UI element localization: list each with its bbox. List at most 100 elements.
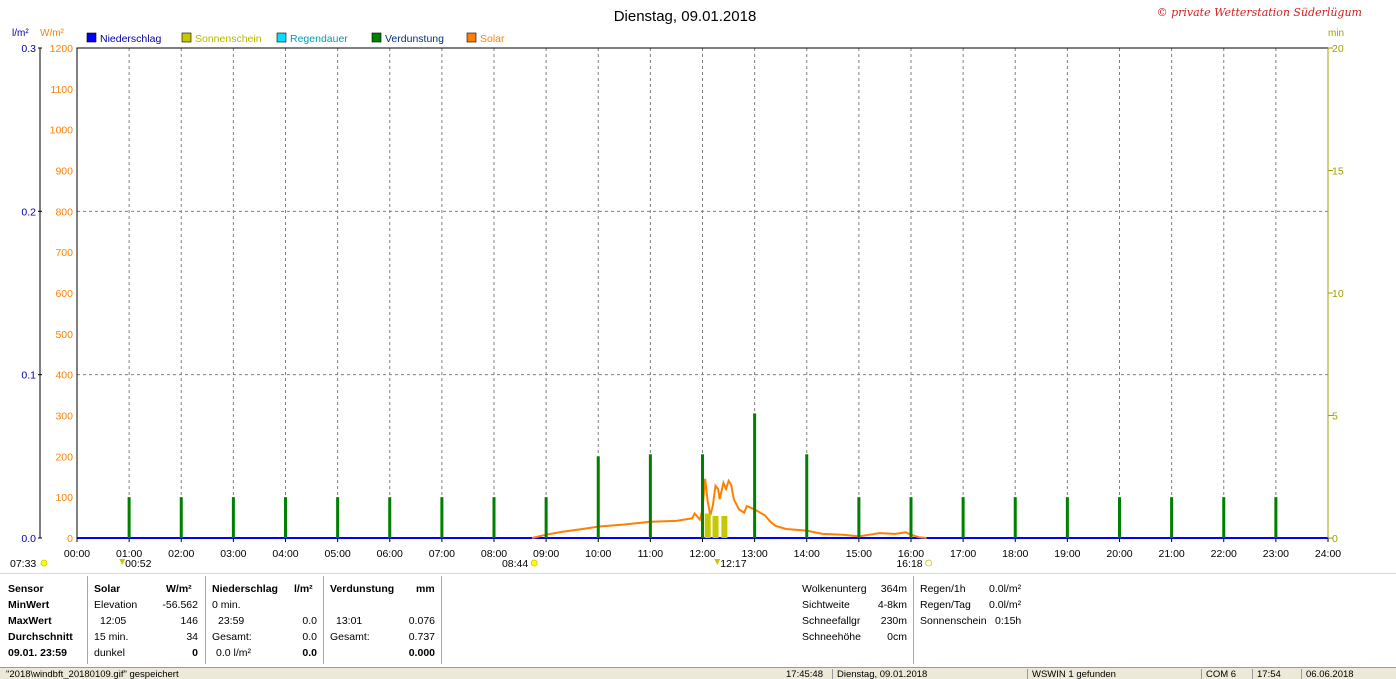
- series-line-solar: [531, 478, 927, 539]
- weather-chart: Dienstag, 09.01.2018 © private Wettersta…: [10, 6, 1362, 570]
- marker-label: 08:44: [502, 558, 528, 570]
- row-label-min: MinWert: [8, 599, 50, 611]
- status-date: Dienstag, 09.01.2018: [832, 669, 1027, 679]
- visibility-label: Sichtweite: [802, 599, 850, 611]
- status-clock: 17:54: [1252, 669, 1303, 679]
- rain-avg-value: 0.0: [302, 631, 317, 643]
- visibility-value: 4-8km: [877, 599, 907, 611]
- evap-max-label: 13:01: [336, 615, 363, 627]
- separator: [323, 576, 324, 664]
- tick-label-left-orange: 1100: [50, 84, 73, 96]
- solar-last-label: dunkel: [94, 647, 125, 659]
- rain-1h-value: 0.0l/m²: [989, 583, 1022, 595]
- tick-label-right: 0: [1332, 533, 1338, 545]
- copyright-label: © private Wetterstation Süderlügum: [1157, 6, 1362, 19]
- bar-verdunstung: [1222, 497, 1226, 538]
- rain-last-value: 0.0: [302, 647, 317, 659]
- tick-label-x: 08:00: [481, 548, 507, 560]
- bar-verdunstung: [388, 497, 392, 538]
- evap-max-value: 0.076: [408, 615, 435, 627]
- evap-avg-value: 0.737: [408, 631, 435, 643]
- sunshine-value: 0:15h: [995, 615, 1022, 627]
- row-label-sensor: Sensor: [8, 583, 44, 595]
- solar-unit: W/m²: [166, 583, 192, 595]
- marker-label: 12:17: [720, 558, 746, 570]
- bar-sonnenschein: [712, 515, 719, 538]
- separator: [87, 576, 88, 664]
- bar-verdunstung: [336, 497, 340, 538]
- tick-label-x: 22:00: [1211, 548, 1237, 560]
- legend-swatch: [466, 32, 477, 43]
- tick-label-left-orange: 800: [55, 206, 73, 218]
- tick-label-left-orange: 400: [55, 370, 73, 382]
- tick-label-x: 16:00: [898, 548, 924, 560]
- sun-marker: [925, 559, 933, 567]
- solar-header: Solar: [94, 583, 121, 595]
- legend-label: Sonnenschein: [195, 33, 262, 45]
- evap-header: Verdunstung: [330, 583, 395, 595]
- bar-verdunstung: [231, 497, 235, 538]
- bar-sonnenschein: [704, 513, 711, 538]
- tick-label-left-orange: 700: [55, 247, 73, 259]
- separator: [441, 576, 442, 664]
- tick-label-x: 10:00: [585, 548, 611, 560]
- extreme-marker: [119, 559, 126, 565]
- tick-label-right: 15: [1332, 166, 1344, 178]
- marker-label: 07:33: [10, 558, 36, 570]
- bar-verdunstung: [179, 497, 183, 538]
- solar-avg-value: 34: [186, 631, 198, 643]
- rain-avg-label: Gesamt:: [212, 631, 252, 643]
- row-label-last: 09.01. 23:59: [8, 647, 67, 659]
- cloudbase-value: 364m: [880, 583, 907, 595]
- rain-last-label: 0.0 l/m²: [216, 647, 252, 659]
- tick-label-left-orange: 1000: [50, 125, 74, 137]
- status-port: COM 6: [1201, 669, 1252, 679]
- tick-label-right: 5: [1332, 411, 1338, 423]
- tick-label-left-blue: 0.0: [21, 533, 36, 545]
- tick-label-left-blue: 0.1: [21, 370, 36, 382]
- tick-label-x: 17:00: [950, 548, 976, 560]
- tick-label-left-orange: 1200: [50, 43, 74, 55]
- tick-label-right: 20: [1332, 43, 1344, 55]
- snowline-label: Schneefallgr: [802, 615, 861, 627]
- tick-label-left-orange: 300: [55, 411, 73, 423]
- tick-label-x: 14:00: [794, 548, 820, 560]
- bar-verdunstung: [596, 456, 600, 538]
- legend-swatch: [276, 32, 287, 43]
- tick-label-x: 00:00: [64, 548, 90, 560]
- legend-label: Regendauer: [290, 33, 348, 45]
- bar-verdunstung: [544, 497, 548, 538]
- tick-label-x: 03:00: [220, 548, 246, 560]
- evap-last-value: 0.000: [408, 647, 435, 659]
- tick-label-left-blue: 0.3: [21, 43, 36, 55]
- unit-right: min: [1328, 28, 1344, 39]
- bar-verdunstung: [1013, 497, 1017, 538]
- tick-label-left-orange: 500: [55, 329, 73, 341]
- marker-label: 16:18: [896, 558, 922, 570]
- snowline-value: 230m: [880, 615, 907, 627]
- sun-marker: [530, 559, 538, 567]
- evap-avg-label: Gesamt:: [330, 631, 370, 643]
- tick-label-x: 01:00: [116, 548, 142, 560]
- bar-verdunstung: [1065, 497, 1069, 538]
- bar-verdunstung: [492, 497, 496, 538]
- tick-label-x: 21:00: [1158, 548, 1184, 560]
- bar-verdunstung: [440, 497, 444, 538]
- tick-label-x: 24:00: [1315, 548, 1341, 560]
- legend-label: Solar: [480, 33, 505, 45]
- tick-label-x: 18:00: [1002, 548, 1028, 560]
- rain-max-value: 0.0: [302, 615, 317, 627]
- evap-unit: mm: [416, 583, 435, 595]
- unit-left-orange: W/m²: [40, 28, 65, 39]
- tick-label-left-orange: 200: [55, 451, 73, 463]
- tick-label-x: 12:00: [689, 548, 715, 560]
- sun-marker: [40, 559, 48, 567]
- bar-verdunstung: [1170, 497, 1174, 538]
- rain-day-value: 0.0l/m²: [989, 599, 1022, 611]
- extreme-marker: [714, 559, 721, 565]
- tick-label-x: 13:00: [741, 548, 767, 560]
- status-message: "2018\windbft_20180109.gif" gespeichert: [6, 669, 179, 679]
- tick-label-x: 11:00: [638, 548, 664, 560]
- marker-label: 00:52: [125, 558, 151, 570]
- bar-verdunstung: [857, 497, 861, 538]
